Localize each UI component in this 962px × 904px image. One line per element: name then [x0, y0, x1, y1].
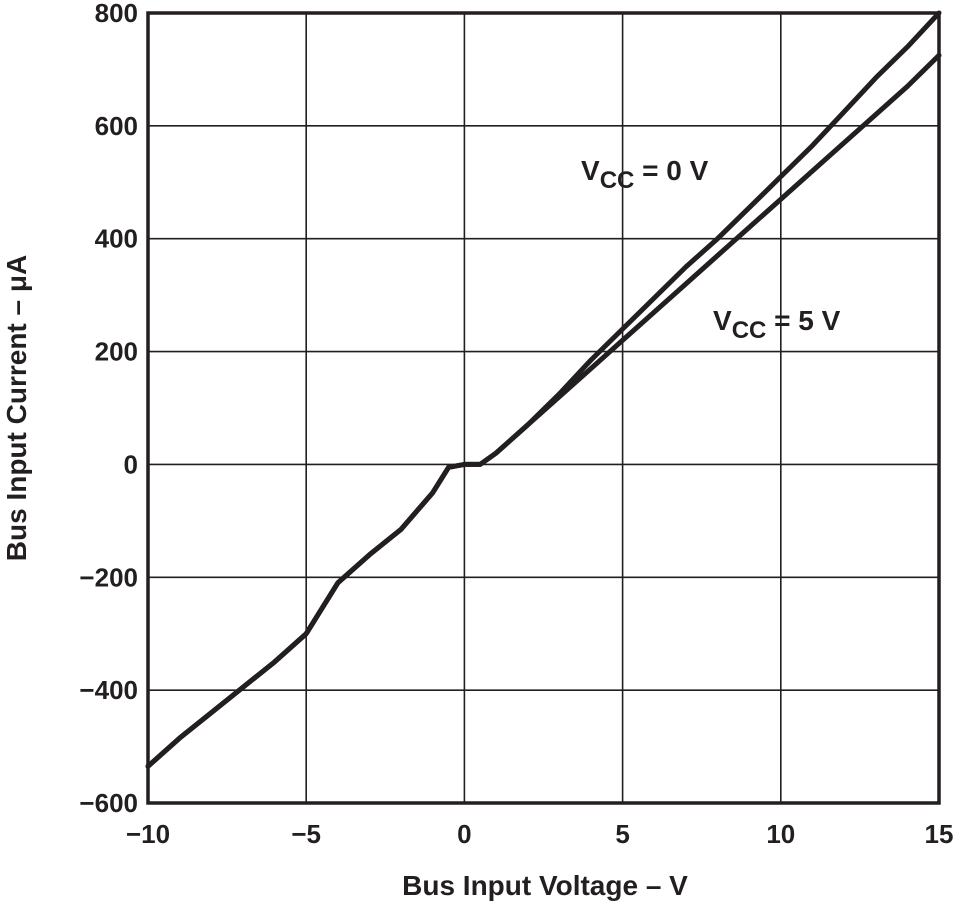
x-tick-label: 10 [766, 819, 795, 849]
y-tick-label: 0 [124, 449, 138, 479]
x-tick-label: 15 [925, 819, 954, 849]
y-tick-label: −200 [79, 562, 138, 592]
y-axis-title: Bus Input Current – μA [1, 255, 32, 561]
x-tick-label: −10 [126, 819, 170, 849]
x-axis-title: Bus Input Voltage – V [402, 870, 688, 901]
series-lines [145, 10, 942, 769]
plot-frame [146, 11, 941, 805]
y-tick-label: −400 [79, 675, 138, 705]
x-tick-label: 0 [457, 819, 471, 849]
y-tick-label: 600 [95, 111, 138, 141]
series-line-vcc-5v [145, 52, 942, 769]
annotation-vcc-5v: VCC = 5 V [713, 305, 841, 344]
x-tick-label: 5 [615, 819, 629, 849]
annotation-vcc-0v: VCC = 0 V [581, 155, 709, 194]
grid [148, 13, 939, 803]
y-tick-label: 200 [95, 337, 138, 367]
y-tick-label: −600 [79, 788, 138, 818]
y-tick-labels: 800 600 400 200 0 −200 −400 −600 [79, 0, 138, 818]
x-tick-label: −5 [291, 819, 321, 849]
y-tick-label: 400 [95, 224, 138, 254]
y-tick-label: 800 [95, 0, 138, 28]
x-tick-labels: −10 −5 0 5 10 15 [126, 819, 954, 849]
